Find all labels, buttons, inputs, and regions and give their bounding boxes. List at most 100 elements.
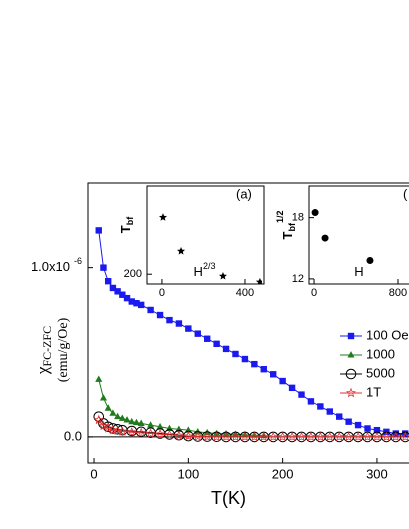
y-axis-label: Tbf [118, 216, 135, 233]
marker [107, 424, 118, 435]
y-axis-label-symbol: χ [33, 366, 52, 375]
x-axis-label: H2/3 [194, 261, 216, 279]
x-axis-label-main: H [194, 264, 203, 279]
x-tick-label: 200 [272, 466, 294, 481]
marker [173, 430, 184, 440]
marker [213, 340, 220, 348]
y-axis-label: χFC-ZFC [33, 326, 54, 375]
marker [177, 246, 186, 255]
marker [321, 234, 329, 242]
marker [183, 431, 194, 441]
marker [137, 301, 145, 309]
x-tick-label: 0 [159, 287, 165, 299]
legend-label: 1T [366, 384, 381, 399]
marker [287, 431, 298, 442]
marker [364, 425, 371, 432]
marker [114, 288, 121, 295]
legend-label: 1000 [366, 346, 395, 361]
marker [317, 403, 324, 410]
x-tick-label: 400 [236, 287, 254, 299]
marker [109, 409, 117, 416]
series-group [311, 209, 374, 265]
legend-label: 5000 [366, 365, 395, 380]
marker [311, 209, 319, 217]
marker [112, 425, 123, 436]
marker [203, 335, 211, 342]
marker [95, 375, 103, 382]
y-tick-label: 1.0x10 [31, 259, 70, 274]
y-axis-label-sub: bf [287, 222, 297, 231]
marker [345, 368, 357, 380]
marker [324, 431, 335, 442]
marker [241, 355, 249, 363]
x-tick-label: 0 [90, 466, 97, 481]
marker [98, 420, 109, 431]
marker [270, 371, 277, 378]
marker [260, 366, 267, 373]
marker [114, 412, 122, 420]
marker [373, 426, 381, 434]
y-tick-exponent: -6 [74, 256, 82, 266]
series-group [158, 213, 262, 284]
marker [249, 431, 260, 442]
marker [390, 431, 401, 442]
marker [279, 377, 286, 385]
marker [155, 429, 165, 439]
x-tick-label: 300 [366, 466, 388, 481]
series-group [93, 227, 409, 443]
y-tick-label: 12 [292, 273, 304, 285]
marker [156, 311, 164, 319]
y-axis-label-sub: FC-ZFC [40, 326, 54, 367]
marker [250, 431, 258, 438]
marker [202, 431, 213, 441]
y-tick-label: 18 [292, 212, 304, 224]
marker [104, 404, 112, 411]
marker [136, 427, 147, 438]
x-axis-label: T(K) [211, 488, 246, 508]
x-tick-label: 0 [311, 287, 317, 299]
marker [232, 350, 239, 358]
y-axis-units: (emu/g/Oe) [56, 317, 71, 382]
marker [137, 419, 145, 426]
marker [347, 351, 355, 358]
marker [104, 277, 112, 285]
series-line [98, 419, 406, 438]
marker [185, 325, 192, 332]
marker [230, 431, 241, 442]
marker [192, 431, 203, 441]
marker [103, 423, 114, 433]
annotation: (a) [236, 186, 252, 201]
marker [343, 431, 354, 442]
plot-frame [146, 185, 265, 285]
y-tick-label: 0.0 [64, 428, 82, 443]
y-axis-label-main: T [118, 225, 133, 233]
marker [307, 398, 315, 405]
marker [346, 387, 356, 398]
marker [123, 294, 131, 302]
marker [221, 431, 231, 442]
y-axis-label: Tbf1/2 [275, 211, 297, 240]
marker [315, 431, 326, 442]
series-line [98, 379, 264, 437]
marker [366, 257, 374, 265]
marker [164, 429, 175, 440]
marker [218, 271, 227, 280]
marker [109, 284, 117, 292]
marker [371, 431, 382, 442]
marker [100, 264, 107, 271]
marker [288, 384, 296, 392]
marker [326, 408, 333, 415]
marker [128, 298, 135, 305]
marker [147, 421, 155, 428]
marker [132, 418, 140, 426]
marker [362, 431, 373, 442]
inset-background [147, 186, 264, 284]
marker [305, 431, 316, 442]
marker [118, 414, 126, 421]
marker [145, 428, 156, 438]
marker [158, 213, 167, 221]
marker [296, 431, 307, 442]
x-axis-label-main: H [354, 264, 363, 279]
marker [268, 431, 279, 442]
